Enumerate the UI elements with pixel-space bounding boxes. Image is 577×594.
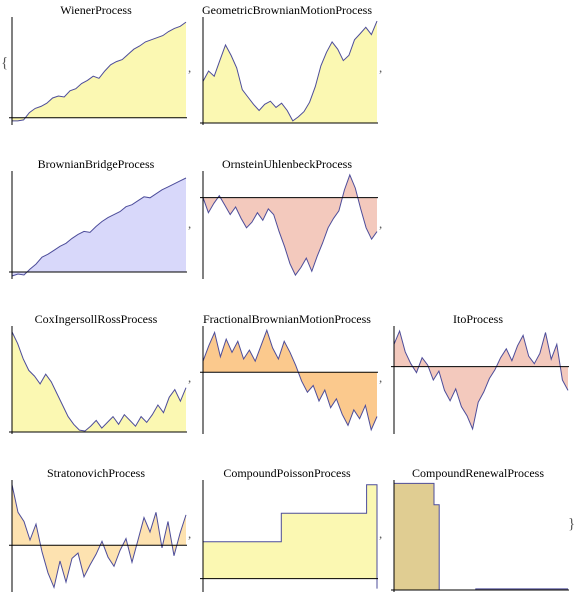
- compound-renewal-process-series-line: [394, 482, 568, 591]
- plot-title-stratonovich: StratonovichProcess: [47, 466, 145, 480]
- ornstein-uhlenbeck-process-series-line: [202, 173, 378, 277]
- plot-title-geometric-brownian-motion: GeometricBrownianMotionProcess: [202, 3, 372, 17]
- plot-title-wiener: WienerProcess: [60, 3, 132, 17]
- ornstein-uhlenbeck-process-area-fill: [203, 174, 377, 276]
- separator-comma-1: ,: [188, 60, 192, 75]
- plot-title-brownian-bridge: BrownianBridgeProcess: [37, 157, 155, 171]
- cox-ingersoll-ross-process-series-line: [11, 331, 187, 432]
- wiener-process-series-line: [12, 21, 187, 122]
- separator-comma-4: ,: [379, 216, 383, 231]
- plot-fractional-brownian-motion-process: [200, 326, 378, 434]
- plot-wiener-process: [9, 17, 187, 125]
- compound-renewal-process-area-fill: [394, 483, 568, 590]
- separator-comma-2: ,: [379, 60, 383, 75]
- brownian-bridge-process-series-line: [11, 177, 187, 277]
- plot-title-compound-renewal: CompoundRenewalProcess: [412, 466, 544, 480]
- compound-poisson-process-area-fill: [203, 484, 377, 589]
- separator-comma-3: ,: [188, 216, 192, 231]
- stratonovich-process-area-fill: [12, 484, 186, 588]
- wiener-process-area-fill: [12, 22, 186, 121]
- plot-title-ito: ItoProcess: [453, 312, 503, 326]
- geometric-brownian-motion-process-series-line: [202, 20, 378, 122]
- list-close-brace: }: [568, 516, 576, 532]
- brownian-bridge-process-area-fill: [12, 178, 186, 276]
- separator-comma-8: ,: [379, 526, 383, 541]
- plot-brownian-bridge-process: [9, 171, 187, 279]
- plot-ito-process: [391, 326, 569, 434]
- separator-comma-5: ,: [188, 370, 192, 385]
- plot-geometric-brownian-motion-process: [200, 17, 378, 125]
- plot-cox-ingersoll-ross-process: [9, 326, 187, 434]
- plot-ornstein-uhlenbeck-process: [200, 171, 378, 279]
- geometric-brownian-motion-process-area-fill: [203, 21, 377, 124]
- plot-compound-poisson-process: [200, 480, 378, 592]
- plot-title-fractional-brownian-motion: FractionalBrownianMotionProcess: [203, 312, 371, 326]
- plot-title-compound-poisson: CompoundPoissonProcess: [223, 466, 351, 480]
- plot-stratonovich-process: [9, 480, 187, 592]
- compound-poisson-process-series-line: [203, 484, 378, 589]
- plot-title-cox-ingersoll-ross: CoxIngersollRossProcess: [34, 312, 158, 326]
- list-open-brace: {: [1, 55, 9, 71]
- cox-ingersoll-ross-process-area-fill: [12, 331, 186, 432]
- separator-comma-6: ,: [379, 370, 383, 385]
- separator-comma-7: ,: [188, 526, 192, 541]
- ito-process-area-fill: [394, 331, 568, 429]
- fractional-brownian-motion-process-series-line: [202, 328, 378, 432]
- plot-title-ornstein-uhlenbeck: OrnsteinUhlenbeckProcess: [222, 157, 352, 171]
- ito-process-series-line: [393, 329, 569, 431]
- plot-compound-renewal-process: [391, 480, 569, 592]
- stratonovich-process-series-line: [11, 484, 187, 590]
